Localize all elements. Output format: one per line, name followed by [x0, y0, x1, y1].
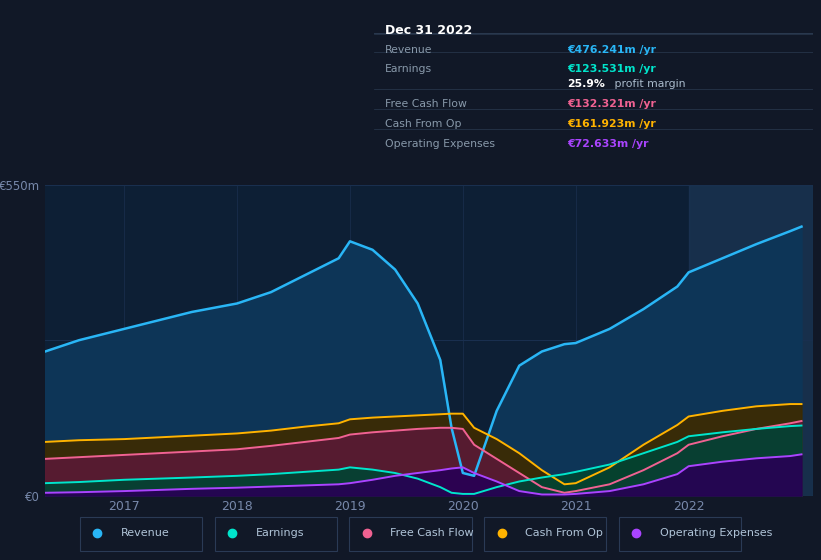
Text: €161.923m /yr: €161.923m /yr — [566, 119, 655, 129]
Text: Earnings: Earnings — [384, 64, 432, 74]
Text: Operating Expenses: Operating Expenses — [660, 529, 773, 538]
Text: €132.321m /yr: €132.321m /yr — [566, 99, 656, 109]
Text: Earnings: Earnings — [255, 529, 304, 538]
Text: Cash From Op: Cash From Op — [525, 529, 603, 538]
FancyBboxPatch shape — [619, 516, 741, 551]
Text: Operating Expenses: Operating Expenses — [384, 138, 494, 148]
Text: Cash From Op: Cash From Op — [384, 119, 461, 129]
Text: 25.9%: 25.9% — [566, 79, 605, 89]
Text: Free Cash Flow: Free Cash Flow — [391, 529, 474, 538]
FancyBboxPatch shape — [80, 516, 202, 551]
Text: Free Cash Flow: Free Cash Flow — [384, 99, 466, 109]
FancyBboxPatch shape — [484, 516, 607, 551]
Text: Revenue: Revenue — [121, 529, 170, 538]
Text: €123.531m /yr: €123.531m /yr — [566, 64, 655, 74]
Text: profit margin: profit margin — [611, 79, 686, 89]
Text: €476.241m /yr: €476.241m /yr — [566, 45, 656, 55]
FancyBboxPatch shape — [350, 516, 471, 551]
Text: Dec 31 2022: Dec 31 2022 — [384, 24, 472, 36]
Text: €72.633m /yr: €72.633m /yr — [566, 138, 649, 148]
Text: Revenue: Revenue — [384, 45, 432, 55]
Bar — [689, 185, 813, 496]
FancyBboxPatch shape — [214, 516, 337, 551]
